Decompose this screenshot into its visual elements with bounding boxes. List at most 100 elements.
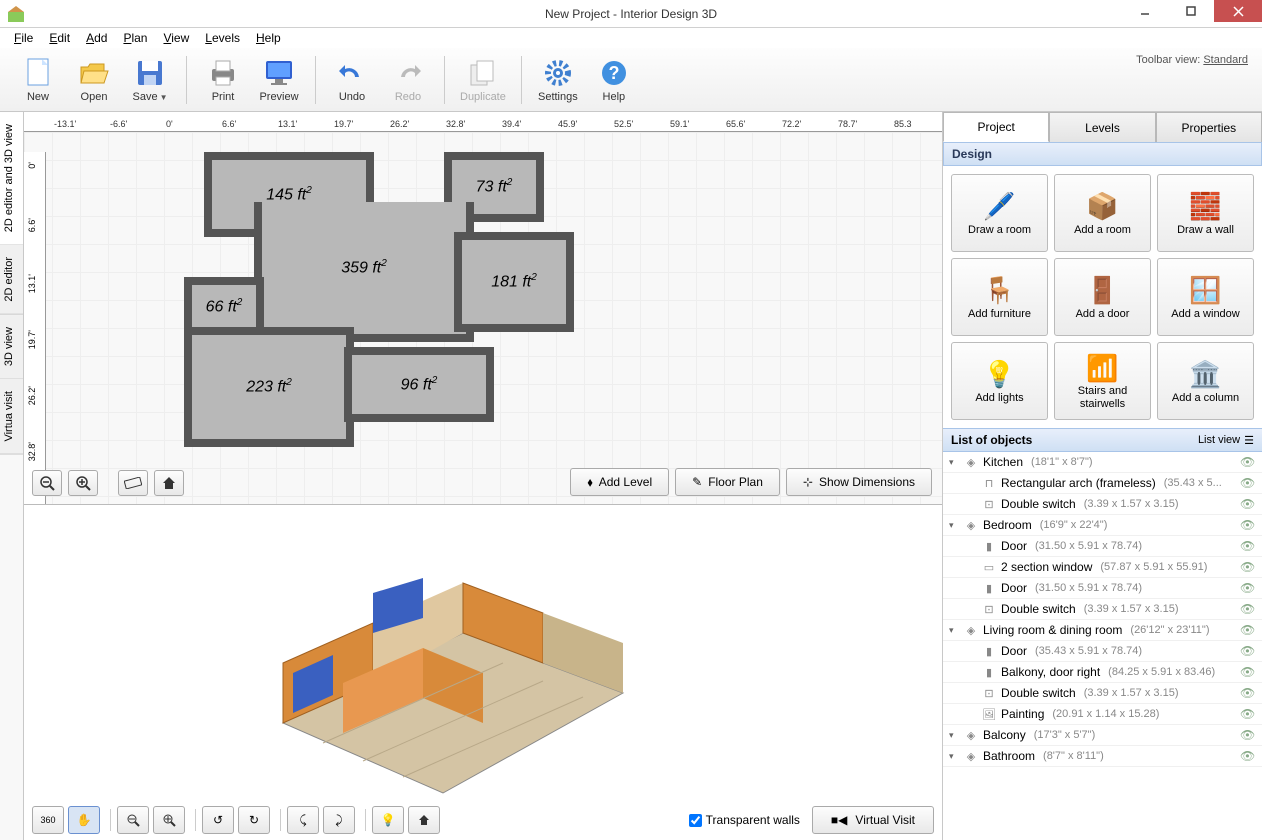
home-3d-button[interactable] — [408, 806, 440, 834]
tab-levels[interactable]: Levels — [1049, 112, 1155, 142]
add-column-button[interactable]: 🏛️Add a column — [1157, 342, 1254, 420]
expand-icon[interactable]: ▾ — [949, 730, 959, 741]
rotate-left-button[interactable]: ↺ — [202, 806, 234, 834]
app-icon — [6, 4, 26, 24]
object-list-item[interactable]: ▮Balkony, door right(84.25 x 5.91 x 83.4… — [943, 662, 1262, 683]
visibility-icon[interactable]: 👁 — [1240, 518, 1256, 532]
save-button[interactable]: Save▼ — [122, 51, 178, 109]
object-list-item[interactable]: ▮Door(35.43 x 5.91 x 78.74)👁 — [943, 641, 1262, 662]
draw-wall-button[interactable]: 🧱Draw a wall — [1157, 174, 1254, 252]
tab-project[interactable]: Project — [943, 112, 1049, 142]
add-window-button[interactable]: 🪟Add a window — [1157, 258, 1254, 336]
duplicate-button[interactable]: Duplicate — [453, 51, 513, 109]
menu-plan[interactable]: Plan — [115, 29, 155, 47]
expand-icon[interactable]: ▾ — [949, 751, 959, 762]
visibility-icon[interactable]: 👁 — [1240, 581, 1256, 595]
zoom-in-3d-button[interactable] — [153, 806, 185, 834]
visibility-icon[interactable]: 👁 — [1240, 602, 1256, 616]
tab-2d-3d-combo[interactable]: 2D editor and 3D view — [0, 112, 23, 245]
tab-3d-view[interactable]: 3D view — [0, 315, 23, 379]
visibility-icon[interactable]: 👁 — [1240, 686, 1256, 700]
menu-view[interactable]: View — [155, 29, 197, 47]
light-button[interactable]: 💡 — [372, 806, 404, 834]
rotate-right-button[interactable]: ↻ — [238, 806, 270, 834]
visibility-icon[interactable]: 👁 — [1240, 539, 1256, 553]
menu-help[interactable]: Help — [248, 29, 289, 47]
open-button[interactable]: Open — [66, 51, 122, 109]
object-list-item[interactable]: ▮Door(31.50 x 5.91 x 78.74)👁 — [943, 578, 1262, 599]
object-list-item[interactable]: 🖼Painting(20.91 x 1.14 x 15.28)👁 — [943, 704, 1262, 725]
object-list-item[interactable]: ⊡Double switch(3.39 x 1.57 x 3.15)👁 — [943, 494, 1262, 515]
visibility-icon[interactable]: 👁 — [1240, 749, 1256, 763]
ruler-button[interactable] — [118, 470, 148, 496]
object-list-item[interactable]: ▭2 section window(57.87 x 5.91 x 55.91)👁 — [943, 557, 1262, 578]
expand-icon[interactable]: ▾ — [949, 625, 959, 636]
visibility-icon[interactable]: 👁 — [1240, 707, 1256, 721]
2d-floor-plan-view[interactable]: 0'6.6'13.1'19.7'26.2'32.8' 145 ft2 73 ft… — [24, 132, 942, 504]
visibility-icon[interactable]: 👁 — [1240, 665, 1256, 679]
new-file-icon — [22, 57, 54, 89]
visibility-icon[interactable]: 👁 — [1240, 644, 1256, 658]
object-list-item[interactable]: ⊡Double switch(3.39 x 1.57 x 3.15)👁 — [943, 683, 1262, 704]
tab-properties[interactable]: Properties — [1156, 112, 1262, 142]
menu-edit[interactable]: Edit — [41, 29, 78, 47]
menu-add[interactable]: Add — [78, 29, 115, 47]
visibility-icon[interactable]: 👁 — [1240, 728, 1256, 742]
object-list[interactable]: ▾◈Kitchen(18'1" x 8'7")👁⊓Rectangular arc… — [943, 452, 1262, 840]
visibility-icon[interactable]: 👁 — [1240, 623, 1256, 637]
zoom-in-button[interactable] — [68, 470, 98, 496]
transparent-walls-checkbox[interactable]: Transparent walls — [689, 813, 800, 827]
visibility-icon[interactable]: 👁 — [1240, 560, 1256, 574]
zoom-out-button[interactable] — [32, 470, 62, 496]
virtual-visit-button[interactable]: ■◀Virtual Visit — [812, 806, 934, 834]
object-list-item[interactable]: ▾◈Kitchen(18'1" x 8'7")👁 — [943, 452, 1262, 473]
object-list-item[interactable]: ⊓Rectangular arch (frameless)(35.43 x 5.… — [943, 473, 1262, 494]
add-lights-button[interactable]: 💡Add lights — [951, 342, 1048, 420]
visibility-icon[interactable]: 👁 — [1240, 455, 1256, 469]
object-list-item[interactable]: ▮Door(31.50 x 5.91 x 78.74)👁 — [943, 536, 1262, 557]
save-dropdown-icon[interactable]: ▼ — [160, 93, 168, 102]
redo-button[interactable]: Redo — [380, 51, 436, 109]
design-tools-grid: 🖊️Draw a room 📦Add a room 🧱Draw a wall 🪑… — [943, 166, 1262, 428]
expand-icon[interactable]: ▾ — [949, 520, 959, 531]
tilt-down-button[interactable]: ⤸ — [323, 806, 355, 834]
add-level-button[interactable]: ⬧Add Level — [570, 468, 669, 496]
help-button[interactable]: ?Help — [586, 51, 642, 109]
object-list-item[interactable]: ⊡Double switch(3.39 x 1.57 x 3.15)👁 — [943, 599, 1262, 620]
preview-button[interactable]: Preview — [251, 51, 307, 109]
close-button[interactable] — [1214, 0, 1262, 22]
visibility-icon[interactable]: 👁 — [1240, 476, 1256, 490]
floor-plan-button[interactable]: ✎Floor Plan — [675, 468, 780, 496]
show-dimensions-button[interactable]: ⊹Show Dimensions — [786, 468, 932, 496]
zoom-out-3d-button[interactable] — [117, 806, 149, 834]
list-view-toggle[interactable]: List view ☰ — [1198, 434, 1254, 447]
visibility-icon[interactable]: 👁 — [1240, 497, 1256, 511]
stairs-button[interactable]: 📶Stairs and stairwells — [1054, 342, 1151, 420]
orbit-button[interactable]: 360 — [32, 806, 64, 834]
3d-preview-view[interactable]: 360 ✋ ↺ ↻ ⤹ ⤸ 💡 Transparent walls ■◀Virt… — [24, 504, 942, 840]
menu-levels[interactable]: Levels — [197, 29, 248, 47]
object-list-item[interactable]: ▾◈Bathroom(8'7" x 8'11")👁 — [943, 746, 1262, 767]
print-button[interactable]: Print — [195, 51, 251, 109]
add-furniture-button[interactable]: 🪑Add furniture — [951, 258, 1048, 336]
toolbar-view-link[interactable]: Standard — [1203, 54, 1248, 66]
add-room-button[interactable]: 📦Add a room — [1054, 174, 1151, 252]
tab-2d-editor[interactable]: 2D editor — [0, 245, 23, 315]
title-bar: New Project - Interior Design 3D — [0, 0, 1262, 28]
minimize-button[interactable] — [1122, 0, 1168, 22]
undo-button[interactable]: Undo — [324, 51, 380, 109]
add-door-button[interactable]: 🚪Add a door — [1054, 258, 1151, 336]
new-button[interactable]: New — [10, 51, 66, 109]
pan-button[interactable]: ✋ — [68, 806, 100, 834]
draw-room-button[interactable]: 🖊️Draw a room — [951, 174, 1048, 252]
maximize-button[interactable] — [1168, 0, 1214, 22]
tab-virtual-visit[interactable]: Virtua visit — [0, 379, 23, 455]
menu-file[interactable]: File — [6, 29, 41, 47]
object-list-item[interactable]: ▾◈Balcony(17'3" x 5'7")👁 — [943, 725, 1262, 746]
home-button[interactable] — [154, 470, 184, 496]
object-list-item[interactable]: ▾◈Living room & dining room(26'12" x 23'… — [943, 620, 1262, 641]
expand-icon[interactable]: ▾ — [949, 457, 959, 468]
object-list-item[interactable]: ▾◈Bedroom(16'9" x 22'4")👁 — [943, 515, 1262, 536]
settings-button[interactable]: Settings — [530, 51, 586, 109]
tilt-up-button[interactable]: ⤹ — [287, 806, 319, 834]
